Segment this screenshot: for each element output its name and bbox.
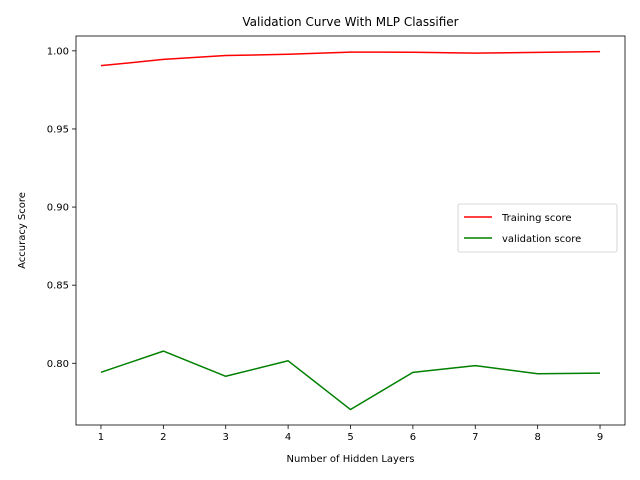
x-tick-label: 9: [597, 432, 603, 443]
x-tick-label: 7: [472, 432, 478, 443]
legend-label-validation: validation score: [502, 234, 581, 245]
y-tick-label: 0.95: [47, 124, 69, 135]
y-axis-ticks: 0.80 0.85 0.90 0.95 1.00: [47, 46, 76, 370]
legend-box: [457, 203, 618, 253]
y-tick-label: 0.80: [47, 359, 69, 370]
x-tick-label: 8: [534, 432, 540, 443]
x-tick-label: 1: [98, 432, 104, 443]
legend: Training score validation score: [457, 203, 618, 253]
y-tick-label: 1.00: [47, 46, 69, 57]
chart-title: Validation Curve With MLP Classifier: [242, 15, 458, 29]
x-tick-label: 3: [223, 432, 229, 443]
y-tick-label: 0.85: [47, 281, 69, 292]
y-axis-label: Accuracy Score: [17, 192, 28, 269]
x-axis-label: Number of Hidden Layers: [287, 454, 415, 465]
y-tick-label: 0.90: [47, 203, 69, 214]
x-tick-label: 2: [160, 432, 166, 443]
validation-score-line: [100, 350, 601, 411]
legend-label-training: Training score: [501, 213, 572, 224]
x-tick-label: 6: [410, 432, 416, 443]
series-lines: [100, 50, 601, 411]
x-tick-label: 5: [347, 432, 353, 443]
x-axis-ticks: 1 2 3 4 5 6 7 8 9: [98, 425, 603, 443]
x-tick-label: 4: [285, 432, 291, 443]
training-score-line: [100, 50, 601, 67]
